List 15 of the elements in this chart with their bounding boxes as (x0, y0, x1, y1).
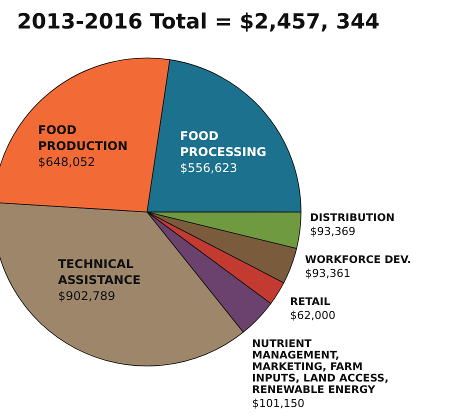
slice-label: RETAIL (290, 296, 331, 308)
data-label: $902,789 (58, 289, 116, 303)
data-label: $62,000 (290, 309, 336, 322)
slice-label: WORKFORCE DEV. (305, 254, 412, 266)
data-label: $101,150 (252, 397, 304, 410)
data-label: $93,369 (310, 225, 356, 238)
slice-label: FOOD PRODUCTION (38, 123, 128, 153)
chart-title: 2013-2016 Total = $2,457, 344 (17, 10, 380, 34)
slice-label: FOOD PROCESSING (180, 129, 266, 159)
slice-label: NUTRIENT MANAGEMENT, MARKETING, FARM INPUTS, LAND ACCESS, RENEWABLE ENERGY (252, 338, 389, 396)
data-label: $556,623 (180, 161, 238, 175)
slice-label: TECHNICAL ASSISTANCE (58, 257, 141, 287)
data-label: $648,052 (38, 155, 96, 169)
data-label: $93,361 (305, 267, 350, 280)
slice-label: DISTRIBUTION (310, 212, 395, 224)
